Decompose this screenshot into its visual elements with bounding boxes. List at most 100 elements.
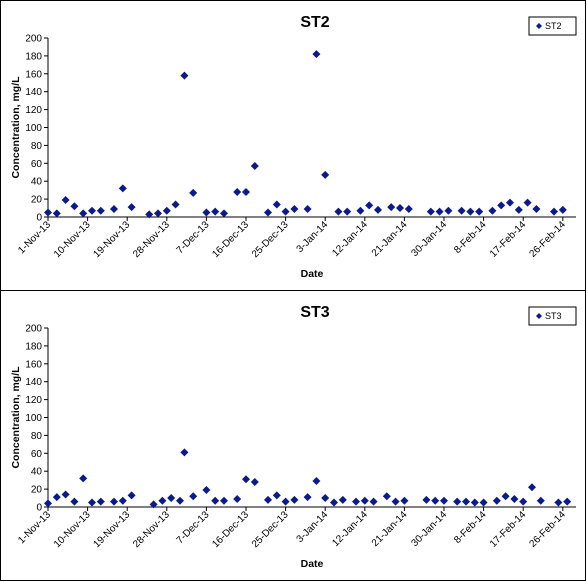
- y-axis-label: Concentration, mg/L: [10, 76, 22, 179]
- y-tick-label: 120: [25, 105, 42, 116]
- data-point: [523, 198, 532, 207]
- data-point: [118, 184, 127, 193]
- x-tick-label: 21-Jan-14: [370, 219, 410, 259]
- data-point: [61, 195, 70, 204]
- data-point: [202, 485, 211, 494]
- data-point: [250, 161, 259, 170]
- data-point: [488, 206, 497, 215]
- data-point: [52, 493, 61, 502]
- data-point: [396, 204, 404, 213]
- data-point: [110, 497, 118, 506]
- data-point: [506, 198, 514, 207]
- data-point: [162, 206, 171, 215]
- x-tick-label: 7-Dec-13: [175, 509, 212, 546]
- data-point: [497, 201, 506, 210]
- data-point: [360, 496, 369, 505]
- data-point: [211, 496, 220, 505]
- data-point: [466, 207, 475, 216]
- data-point: [233, 494, 242, 503]
- data-point: [61, 490, 70, 499]
- chart-st2: ST2 0 20 40 60 80 100 120 140 160 180 200 1-Nov-13 10…: [0, 0, 586, 291]
- data-point: [475, 207, 484, 216]
- x-tick-label: 26-Feb-14: [528, 219, 569, 260]
- data-point: [501, 492, 510, 501]
- data-point: [365, 201, 374, 210]
- data-point: [44, 499, 52, 508]
- data-point: [79, 474, 88, 483]
- data-point: [492, 496, 501, 505]
- x-tick-label: 16-Dec-13: [210, 219, 251, 260]
- data-point: [453, 497, 462, 506]
- y-tick-label: 200: [25, 324, 42, 335]
- data-point: [127, 203, 136, 212]
- data-point: [167, 494, 176, 503]
- x-tick-label: 25-Dec-13: [250, 509, 291, 550]
- y-tick-label: 20: [31, 485, 43, 496]
- x-tick-label: 12-Jan-14: [330, 219, 370, 259]
- y-tick-label: 120: [25, 395, 42, 406]
- data-point: [470, 498, 479, 507]
- data-point: [202, 208, 211, 217]
- x-axis-label: Date: [301, 558, 324, 570]
- legend-marker: [536, 23, 542, 29]
- data-point: [330, 498, 338, 507]
- data-point: [272, 491, 281, 500]
- data-point: [558, 205, 567, 214]
- data-point: [563, 497, 572, 506]
- data-point: [118, 496, 127, 505]
- data-point: [281, 497, 290, 506]
- x-tick-label: 3-Jan-14: [295, 219, 331, 255]
- data-point: [457, 206, 466, 215]
- x-tick-label: 21-Jan-14: [370, 509, 410, 549]
- data-point: [180, 71, 189, 80]
- x-tick-label: 17-Feb-14: [488, 219, 529, 260]
- y-tick-label: 20: [31, 195, 43, 206]
- data-point: [303, 204, 312, 213]
- data-point: [312, 50, 321, 59]
- data-point: [189, 492, 198, 501]
- chart-st3-svg: ST3 0 20 40 60 80 100 120 140 160 180 200 1-Nov-1310…: [10, 304, 577, 570]
- x-tick-label: 10-Nov-13: [52, 219, 93, 260]
- data-point: [189, 188, 198, 197]
- chart-st2-svg: ST2 0 20 40 60 80 100 120 140 160 180 200 1-Nov-1310…: [10, 14, 577, 280]
- data-point: [180, 448, 189, 457]
- x-tick-label: 8-Feb-14: [452, 509, 489, 546]
- data-point: [154, 209, 162, 218]
- x-tick-label: 1-Nov-13: [16, 219, 53, 256]
- data-point: [290, 495, 299, 504]
- y-tick-label: 40: [31, 467, 43, 478]
- y-tick-label: 140: [25, 377, 42, 388]
- data-point: [352, 497, 360, 506]
- data-point: [88, 206, 96, 215]
- data-point: [440, 496, 448, 505]
- data-point: [79, 209, 88, 218]
- x-tick-label: 17-Feb-14: [488, 509, 529, 550]
- data-point: [387, 203, 396, 212]
- x-tick-label: 30-Jan-14: [410, 219, 450, 259]
- data-point: [290, 204, 299, 213]
- data-point: [171, 200, 180, 209]
- data-point: [96, 206, 105, 215]
- y-tick-label: 60: [31, 449, 43, 460]
- chart-title: ST2: [300, 14, 329, 31]
- x-tick-label: 8-Feb-14: [452, 219, 489, 256]
- data-point: [250, 477, 259, 486]
- data-point: [321, 170, 330, 179]
- data-point: [96, 497, 105, 506]
- data-point: [356, 206, 365, 215]
- data-point: [264, 495, 272, 504]
- data-point: [554, 498, 563, 507]
- y-tick-label: 200: [25, 34, 42, 45]
- data-point: [536, 496, 545, 505]
- legend-label: ST2: [545, 21, 562, 31]
- data-point: [391, 497, 400, 506]
- data-point: [514, 205, 523, 214]
- data-point: [532, 204, 541, 213]
- data-point: [369, 497, 378, 506]
- y-tick-label: 0: [36, 503, 42, 514]
- x-axis-label: Date: [301, 268, 324, 280]
- y-tick-label: 180: [25, 341, 42, 352]
- legend-label: ST3: [545, 311, 562, 321]
- chart-st3: ST3 0 20 40 60 80 100 120 140 160 180 200 1-Nov-13 10…: [0, 290, 586, 581]
- data-point: [44, 208, 52, 217]
